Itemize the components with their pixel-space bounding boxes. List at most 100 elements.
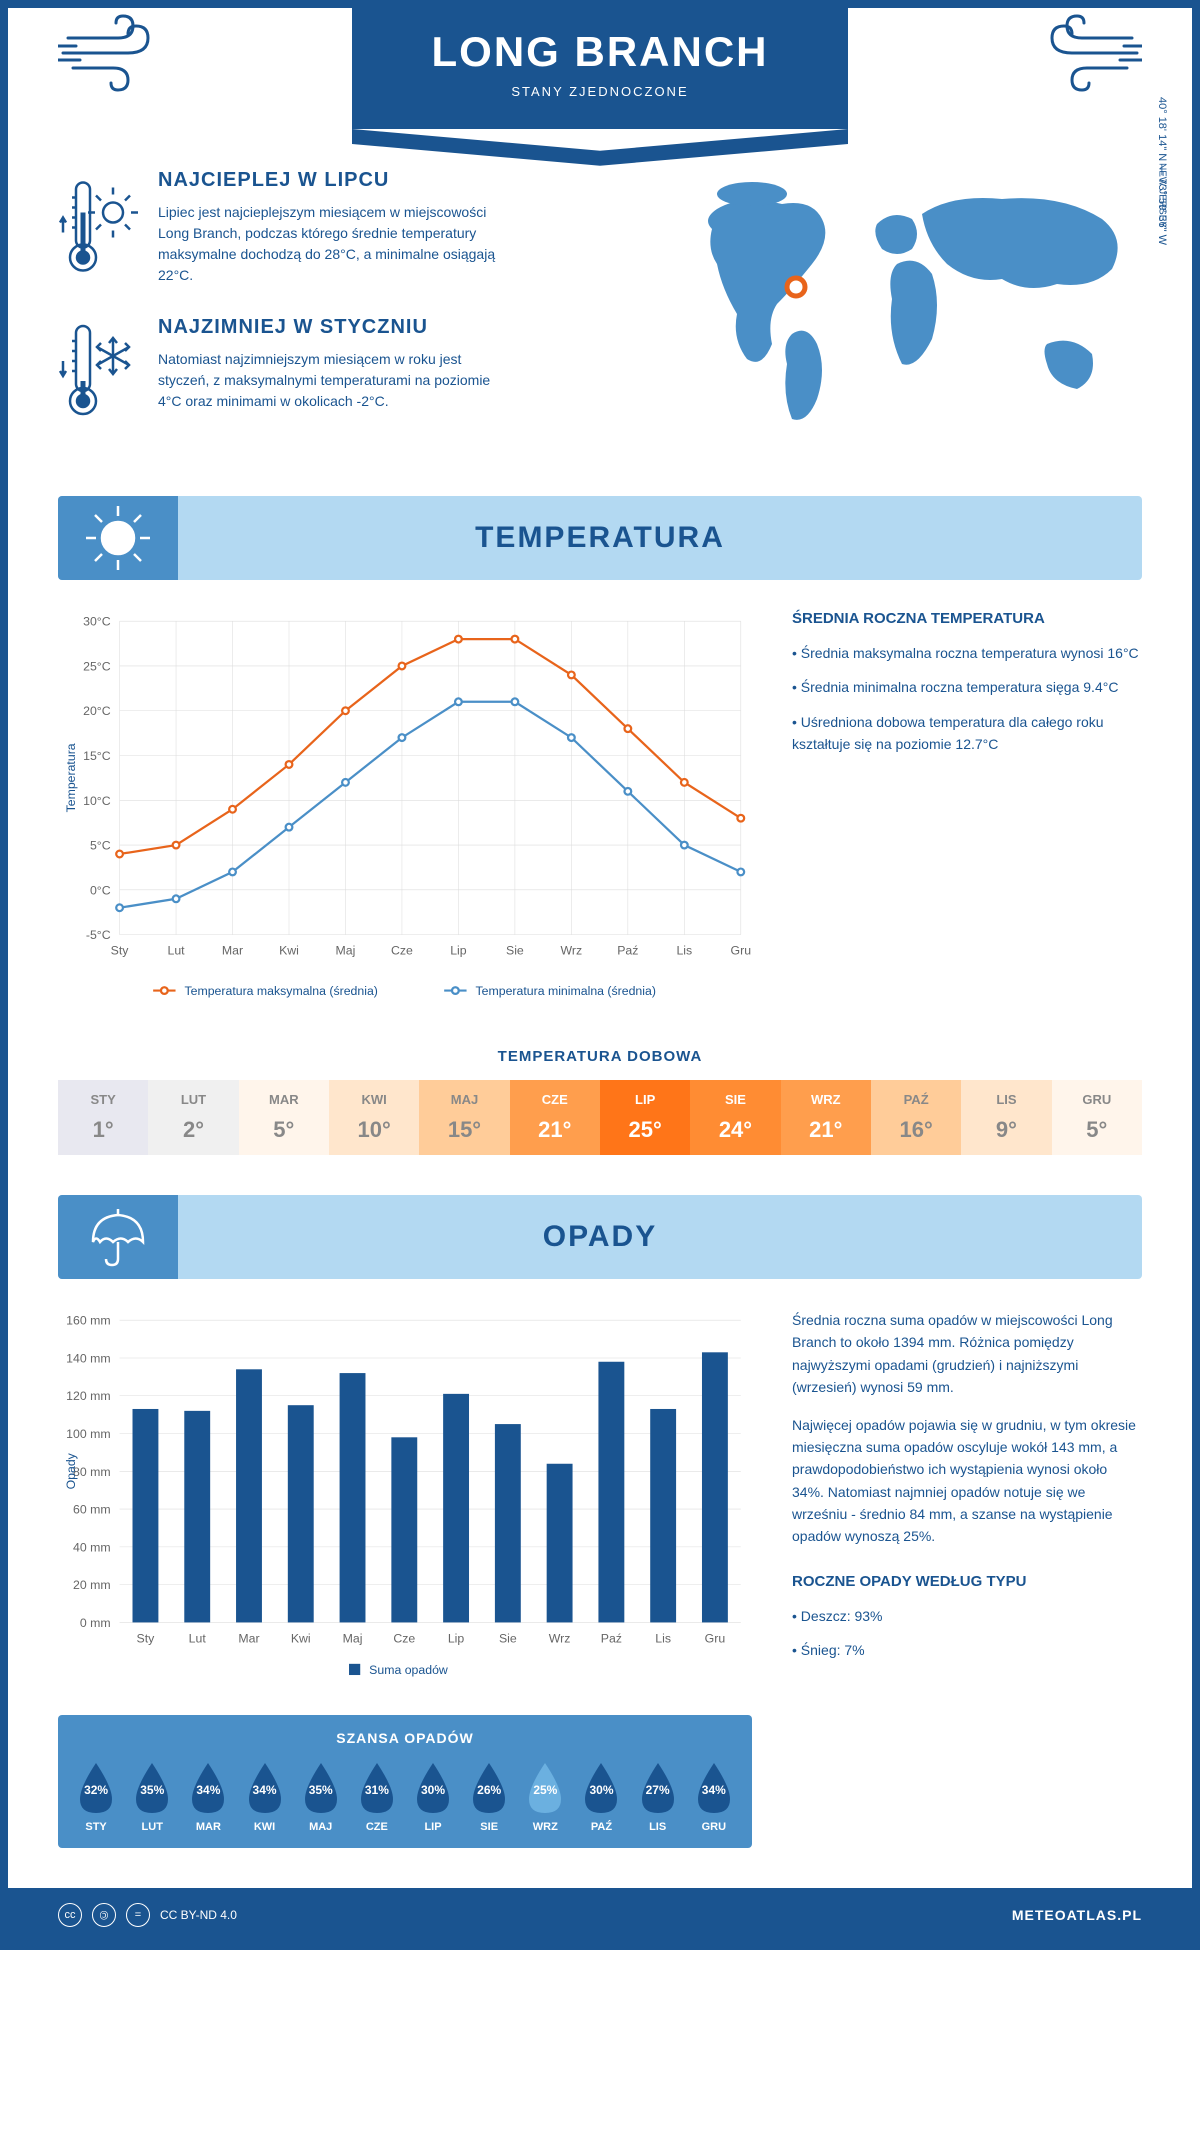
precip-type-item: Śnieg: 7% bbox=[792, 1639, 1142, 1661]
svg-text:Wrz: Wrz bbox=[549, 1632, 571, 1646]
temperature-chart: -5°C0°C5°C10°C15°C20°C25°C30°CStyLutMarK… bbox=[58, 610, 752, 1018]
temperature-title: TEMPERATURA bbox=[83, 521, 1117, 555]
svg-text:60 mm: 60 mm bbox=[73, 1503, 111, 1517]
svg-text:140 mm: 140 mm bbox=[66, 1351, 110, 1365]
by-icon: 🄯 bbox=[92, 1903, 116, 1927]
daily-temp-cell: LIS9° bbox=[961, 1080, 1051, 1155]
chance-item: 34% MAR bbox=[186, 1761, 230, 1833]
svg-text:Maj: Maj bbox=[336, 944, 356, 958]
svg-text:-5°C: -5°C bbox=[86, 928, 111, 942]
page-subtitle: STANY ZJEDNOCZONE bbox=[432, 84, 769, 99]
footer: cc 🄯 = CC BY-ND 4.0 METEOATLAS.PL bbox=[8, 1888, 1192, 1942]
svg-text:Opady: Opady bbox=[64, 1452, 78, 1489]
svg-text:120 mm: 120 mm bbox=[66, 1389, 110, 1403]
temp-bullet: Średnia minimalna roczna temperatura się… bbox=[792, 676, 1142, 698]
svg-text:Lut: Lut bbox=[189, 1632, 207, 1646]
svg-text:20°C: 20°C bbox=[83, 704, 111, 718]
temp-bullet: Uśredniona dobowa temperatura dla całego… bbox=[792, 711, 1142, 756]
temperature-summary: ŚREDNIA ROCZNA TEMPERATURA Średnia maksy… bbox=[792, 610, 1142, 1018]
umbrella-icon bbox=[83, 1202, 153, 1272]
svg-text:Suma opadów: Suma opadów bbox=[369, 1663, 448, 1677]
site-name: METEOATLAS.PL bbox=[1012, 1907, 1142, 1923]
coldest-text: Natomiast najzimniejszym miesiącem w rok… bbox=[158, 349, 508, 412]
svg-text:Maj: Maj bbox=[343, 1632, 363, 1646]
svg-text:5°C: 5°C bbox=[90, 839, 111, 853]
warmest-title: NAJCIEPLEJ W LIPCU bbox=[158, 169, 508, 192]
svg-text:Temperatura: Temperatura bbox=[64, 743, 78, 812]
svg-text:Kwi: Kwi bbox=[279, 944, 299, 958]
svg-text:Paź: Paź bbox=[601, 1632, 622, 1646]
chance-item: 31% CZE bbox=[355, 1761, 399, 1833]
daily-temp-table: STY1°LUT2°MAR5°KWI10°MAJ15°CZE21°LIP25°S… bbox=[58, 1080, 1142, 1155]
precip-title: OPADY bbox=[83, 1220, 1117, 1254]
precip-type-item: Deszcz: 93% bbox=[792, 1605, 1142, 1627]
daily-temp-cell: MAJ15° bbox=[419, 1080, 509, 1155]
svg-text:160 mm: 160 mm bbox=[66, 1314, 110, 1328]
svg-text:Sie: Sie bbox=[506, 944, 524, 958]
daily-temp-cell: GRU5° bbox=[1052, 1080, 1142, 1155]
coldest-title: NAJZIMNIEJ W STYCZNIU bbox=[158, 316, 508, 339]
svg-text:100 mm: 100 mm bbox=[66, 1427, 110, 1441]
location-marker bbox=[787, 278, 805, 296]
page-title: LONG BRANCH bbox=[432, 28, 769, 76]
svg-text:Lip: Lip bbox=[448, 1632, 465, 1646]
svg-text:Lis: Lis bbox=[676, 944, 692, 958]
warmest-text: Lipiec jest najcieplejszym miesiącem w m… bbox=[158, 202, 508, 286]
wind-icon bbox=[58, 8, 178, 98]
svg-text:25°C: 25°C bbox=[83, 659, 111, 673]
precip-banner: OPADY bbox=[58, 1195, 1142, 1279]
svg-text:15°C: 15°C bbox=[83, 749, 111, 763]
precip-type-title: ROCZNE OPADY WEDŁUG TYPU bbox=[792, 1573, 1142, 1590]
daily-temp-cell: LUT2° bbox=[148, 1080, 238, 1155]
svg-text:Sie: Sie bbox=[499, 1632, 517, 1646]
daily-temp-cell: KWI10° bbox=[329, 1080, 419, 1155]
svg-text:Lut: Lut bbox=[167, 944, 185, 958]
svg-text:Gru: Gru bbox=[705, 1632, 726, 1646]
daily-temp-cell: STY1° bbox=[58, 1080, 148, 1155]
svg-text:Mar: Mar bbox=[238, 1632, 259, 1646]
chance-title: SZANSA OPADÓW bbox=[68, 1730, 742, 1746]
chance-item: 26% SIE bbox=[467, 1761, 511, 1833]
svg-text:20 mm: 20 mm bbox=[73, 1578, 111, 1592]
daily-temp-cell: LIP25° bbox=[600, 1080, 690, 1155]
chance-item: 34% KWI bbox=[243, 1761, 287, 1833]
svg-text:Gru: Gru bbox=[731, 944, 752, 958]
svg-text:0 mm: 0 mm bbox=[80, 1616, 111, 1630]
sun-icon bbox=[83, 503, 153, 573]
chance-item: 30% LIP bbox=[411, 1761, 455, 1833]
svg-text:80 mm: 80 mm bbox=[73, 1465, 111, 1479]
chance-item: 25% WRZ bbox=[523, 1761, 567, 1833]
precip-chart: 0 mm20 mm40 mm60 mm80 mm100 mm120 mm140 … bbox=[58, 1309, 752, 1695]
svg-text:Wrz: Wrz bbox=[561, 944, 583, 958]
svg-text:Paź: Paź bbox=[617, 944, 638, 958]
svg-text:Temperatura minimalna (średnia: Temperatura minimalna (średnia) bbox=[476, 984, 656, 998]
daily-temp-cell: WRZ21° bbox=[781, 1080, 871, 1155]
temperature-banner: TEMPERATURA bbox=[58, 496, 1142, 580]
chance-item: 34% GRU bbox=[692, 1761, 736, 1833]
chance-item: 32% STY bbox=[74, 1761, 118, 1833]
daily-temp-cell: SIE24° bbox=[690, 1080, 780, 1155]
chance-item: 30% PAŹ bbox=[579, 1761, 623, 1833]
chance-item: 27% LIS bbox=[636, 1761, 680, 1833]
nd-icon: = bbox=[126, 1903, 150, 1927]
license-text: CC BY-ND 4.0 bbox=[160, 1908, 237, 1922]
daily-temp-cell: PAŹ16° bbox=[871, 1080, 961, 1155]
svg-text:Kwi: Kwi bbox=[291, 1632, 311, 1646]
thermometer-hot-icon bbox=[58, 169, 138, 286]
daily-temp-cell: MAR5° bbox=[239, 1080, 329, 1155]
svg-text:Cze: Cze bbox=[391, 944, 413, 958]
title-banner: LONG BRANCH STANY ZJEDNOCZONE bbox=[352, 8, 849, 129]
svg-text:Temperatura maksymalna (średni: Temperatura maksymalna (średnia) bbox=[184, 984, 377, 998]
coldest-block: NAJZIMNIEJ W STYCZNIU Natomiast najzimni… bbox=[58, 316, 622, 426]
cc-icon: cc bbox=[58, 1903, 82, 1927]
warmest-block: NAJCIEPLEJ W LIPCU Lipiec jest najcieple… bbox=[58, 169, 622, 286]
svg-text:Lip: Lip bbox=[450, 944, 467, 958]
svg-text:Mar: Mar bbox=[222, 944, 243, 958]
svg-text:Sty: Sty bbox=[137, 1632, 156, 1646]
coords-label: 40° 18' 14" N — 73° 59' 36" W bbox=[1156, 97, 1168, 245]
svg-text:30°C: 30°C bbox=[83, 615, 111, 629]
chance-item: 35% LUT bbox=[130, 1761, 174, 1833]
precip-chance-box: SZANSA OPADÓW 32% STY 35% LUT 34% MAR 34… bbox=[58, 1715, 752, 1848]
svg-text:Lis: Lis bbox=[655, 1632, 671, 1646]
svg-text:Cze: Cze bbox=[393, 1632, 415, 1646]
